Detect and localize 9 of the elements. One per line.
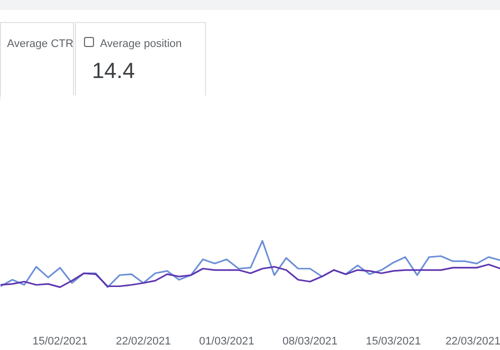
x-tick-label: 08/03/2021: [282, 336, 338, 348]
x-tick-label: 22/03/2021: [445, 336, 500, 348]
x-tick-label: 01/03/2021: [199, 336, 254, 348]
x-tick-label: 22/02/2021: [116, 336, 171, 348]
text: Average position: [100, 37, 182, 52]
text: Average CTR: [7, 37, 74, 52]
x-tick-label: 15/02/2021: [32, 336, 88, 348]
x-tick-label: 15/03/2021: [366, 336, 421, 348]
text: 14.4: [92, 57, 135, 85]
